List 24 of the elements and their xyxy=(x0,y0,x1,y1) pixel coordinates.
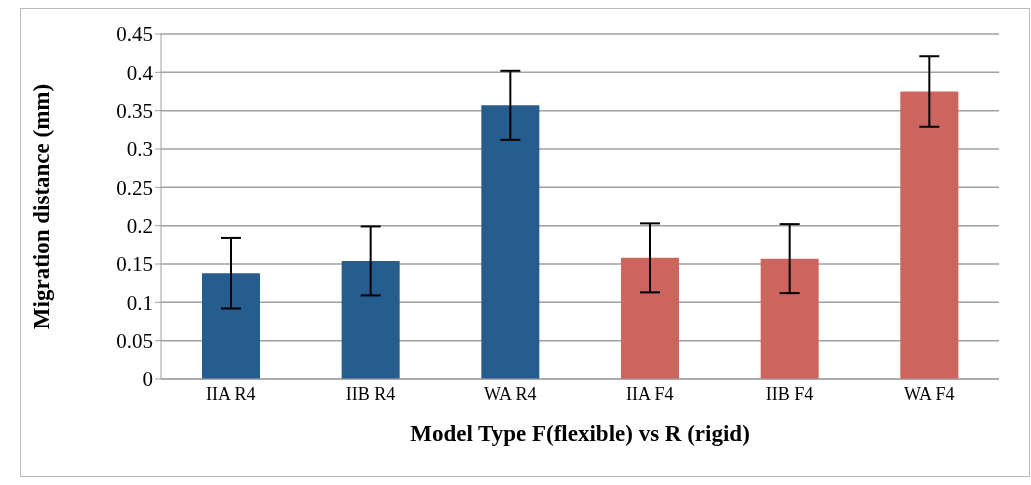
bar xyxy=(760,258,819,379)
y-tick-label: 0.4 xyxy=(126,60,154,85)
x-axis-title: Model Type F(flexible) vs R (rigid) xyxy=(410,421,750,446)
bar xyxy=(900,91,959,379)
bar xyxy=(341,260,400,379)
y-tick-label: 0.3 xyxy=(126,137,153,162)
y-tick-label: 0.25 xyxy=(116,175,153,200)
y-tick-label: 0 xyxy=(142,367,153,392)
y-axis-title: Migration distance (mm) xyxy=(29,83,55,330)
y-tick-label: 0.05 xyxy=(116,329,153,354)
y-tick-label: 0.45 xyxy=(116,22,153,47)
y-tick-label: 0.2 xyxy=(126,214,153,239)
x-tick-label: WA F4 xyxy=(903,383,955,404)
y-tick-label: 0.15 xyxy=(116,252,153,277)
x-tick-label: WA R4 xyxy=(483,383,537,404)
x-tick-label: IIB F4 xyxy=(765,383,814,404)
y-tick-label: 0.35 xyxy=(116,99,153,124)
bar xyxy=(621,257,679,379)
x-tick-label: IIB R4 xyxy=(345,383,396,404)
bar xyxy=(202,273,260,379)
x-tick-label: IIA F4 xyxy=(626,383,674,404)
y-tick-label: 0.1 xyxy=(126,290,153,315)
x-tick-label: IIA R4 xyxy=(206,383,256,404)
bar xyxy=(481,105,540,379)
